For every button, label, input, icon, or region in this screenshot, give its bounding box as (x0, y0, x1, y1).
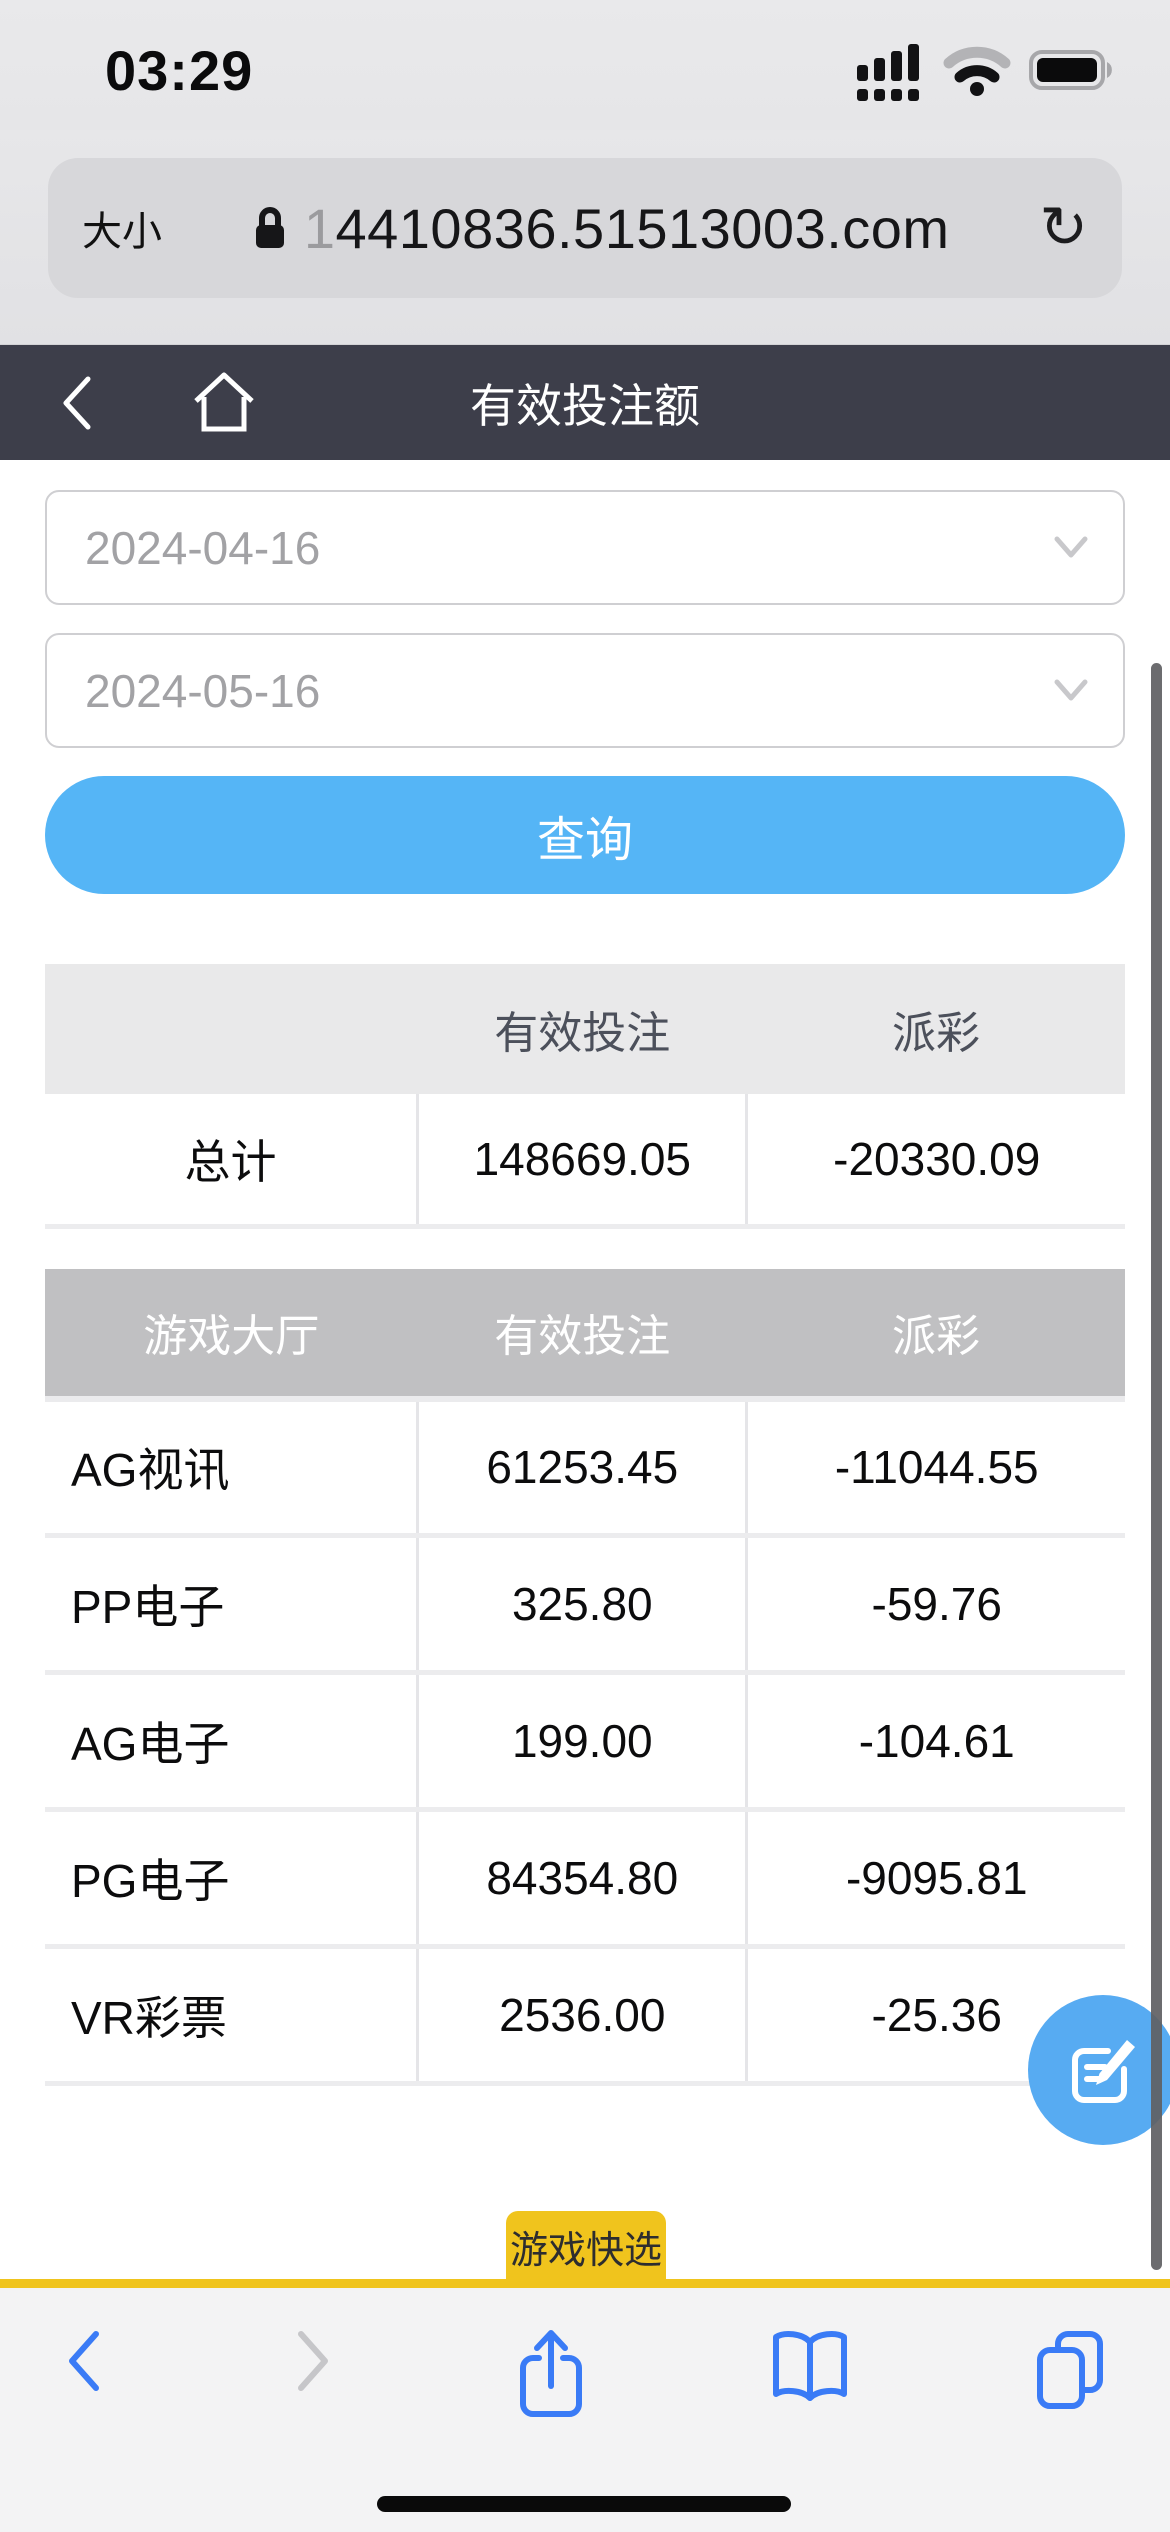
page-title: 有效投注额 (470, 379, 700, 432)
summary-header-empty (45, 964, 418, 1094)
game-quick-select-label: 游戏快选 (509, 2229, 662, 2272)
date-from-value: 2024-04-16 (85, 521, 321, 574)
total-payout: -20330.09 (745, 1094, 1125, 1229)
status-bar: 03:29 (0, 0, 1170, 130)
total-label: 总计 (45, 1094, 418, 1229)
game-quick-select-tab[interactable]: 游戏快选 (506, 2211, 666, 2281)
valid-bet-value: 199.00 (416, 1672, 747, 1812)
back-icon[interactable] (62, 2328, 108, 2394)
page-navbar: 有效投注额 (0, 345, 1170, 460)
games-table: 游戏大厅 有效投注 派彩 AG视讯 61253.45 -11044.55 PP电… (45, 1268, 1125, 2086)
date-to-value: 2024-05-16 (85, 664, 321, 717)
payout-value: -11044.55 (745, 1398, 1125, 1538)
summary-header-row: 有效投注 派彩 (45, 964, 1125, 1094)
table-row: AG视讯 61253.45 -11044.55 (45, 1398, 1125, 1538)
safari-url-chrome: 大小 14410836.51513003.com ↻ (0, 130, 1170, 345)
games-header-valid-bet: 有效投注 (417, 1268, 747, 1402)
hall-name: PG电子 (45, 1809, 418, 1949)
edit-note-icon (1060, 2027, 1146, 2113)
summary-table: 有效投注 派彩 总计 148669.05 -20330.09 (45, 964, 1125, 1229)
cellular-dual-signal-icon (857, 39, 925, 101)
valid-bet-value: 325.80 (416, 1535, 747, 1675)
summary-total-row: 总计 148669.05 -20330.09 (45, 1094, 1125, 1229)
valid-bet-value: 61253.45 (416, 1398, 747, 1538)
page-content: 2024-04-16 2024-05-16 查询 有效投注 派彩 (0, 460, 1170, 2086)
wifi-icon (943, 44, 1011, 96)
table-row: AG电子 199.00 -104.61 (45, 1672, 1125, 1812)
summary-header-valid-bet: 有效投注 (417, 964, 747, 1094)
games-header-row: 游戏大厅 有效投注 派彩 (45, 1268, 1125, 1402)
date-from-select[interactable]: 2024-04-16 (45, 490, 1125, 605)
url-text: 14410836.51513003.com (303, 196, 950, 260)
payout-value: -25.36 (745, 1946, 1125, 2086)
status-icons (857, 39, 1115, 101)
hall-name: VR彩票 (45, 1946, 418, 2086)
date-to-select[interactable]: 2024-05-16 (45, 633, 1125, 748)
home-indicator[interactable] (377, 2496, 791, 2512)
back-chevron-icon[interactable] (58, 373, 98, 433)
valid-bet-value: 2536.00 (416, 1946, 747, 2086)
safari-toolbar (0, 2288, 1170, 2532)
table-row: PP电子 325.80 -59.76 (45, 1535, 1125, 1675)
hall-name: PP电子 (45, 1535, 418, 1675)
hall-name: AG视讯 (45, 1398, 418, 1538)
games-header-payout: 派彩 (746, 1268, 1125, 1402)
payout-value: -59.76 (745, 1535, 1125, 1675)
address-bar[interactable]: 大小 14410836.51513003.com ↻ (48, 158, 1122, 298)
url-display[interactable]: 14410836.51513003.com (162, 196, 1039, 261)
chevron-down-icon (1053, 535, 1089, 561)
payout-value: -104.61 (745, 1672, 1125, 1812)
table-row: PG电子 84354.80 -9095.81 (45, 1809, 1125, 1949)
games-header-hall: 游戏大厅 (45, 1268, 418, 1402)
quick-select-divider (0, 2279, 1170, 2288)
chevron-down-icon (1053, 678, 1089, 704)
floating-edit-button[interactable] (1028, 1995, 1170, 2145)
summary-header-payout: 派彩 (746, 964, 1125, 1094)
tabs-icon[interactable] (1032, 2328, 1108, 2410)
valid-bet-value: 84354.80 (416, 1809, 747, 1949)
bookmarks-icon[interactable] (768, 2328, 852, 2406)
total-valid-bet: 148669.05 (416, 1094, 747, 1229)
hall-name: AG电子 (45, 1672, 418, 1812)
payout-value: -9095.81 (745, 1809, 1125, 1949)
forward-icon[interactable] (289, 2328, 335, 2394)
table-row: VR彩票 2536.00 -25.36 (45, 1946, 1125, 2086)
reload-icon[interactable]: ↻ (1039, 195, 1088, 260)
lock-icon (252, 204, 288, 252)
share-icon[interactable] (515, 2328, 587, 2420)
query-button[interactable]: 查询 (45, 776, 1125, 894)
text-size-button[interactable]: 大小 (82, 210, 162, 254)
battery-icon (1029, 49, 1115, 91)
clock: 03:29 (105, 38, 254, 102)
home-icon[interactable] (188, 367, 260, 439)
page-scrollbar[interactable] (1151, 663, 1162, 2270)
